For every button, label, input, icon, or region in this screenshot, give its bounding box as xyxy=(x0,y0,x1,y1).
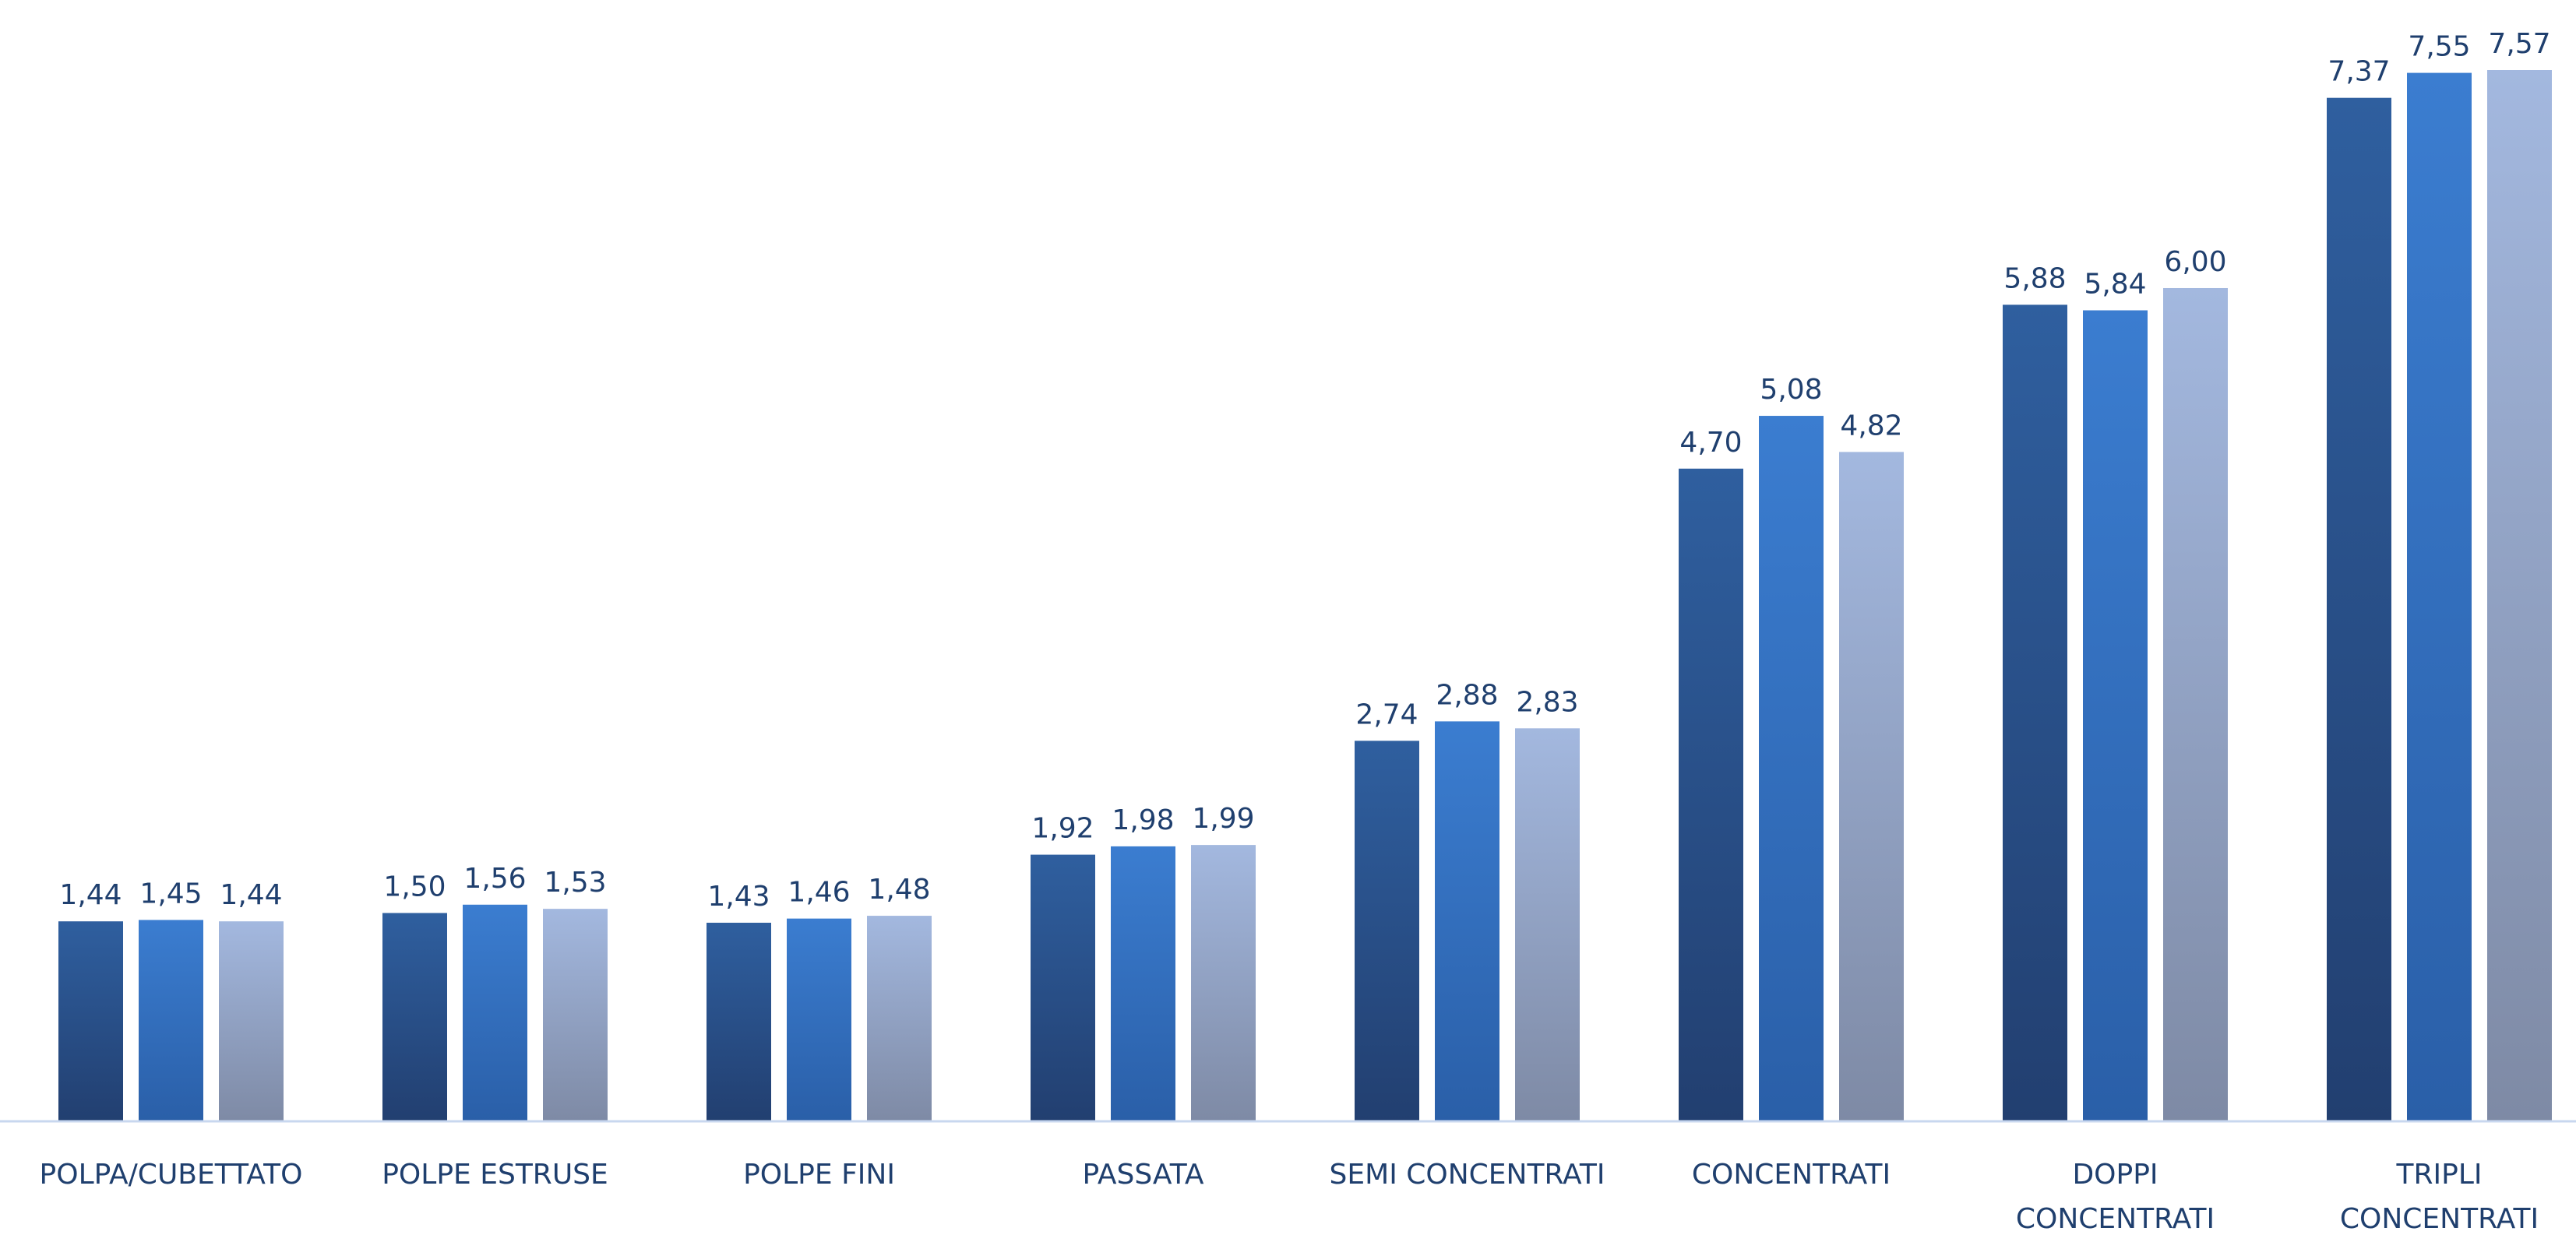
bar-8-series-1 xyxy=(2327,97,2391,1121)
data-label-4-series-2: 1,98 xyxy=(1112,804,1174,836)
bar-3-series-1 xyxy=(707,922,771,1121)
data-label-7-series-1: 5,88 xyxy=(2003,262,2066,294)
category-label-6: CONCENTRATI xyxy=(1692,1159,1891,1191)
category-label-1: POLPA/CUBETTATO xyxy=(40,1159,303,1191)
data-label-8-series-3: 7,57 xyxy=(2488,28,2550,60)
bar-5-series-1 xyxy=(1355,741,1419,1121)
category-label-3: POLPE FINI xyxy=(743,1159,895,1191)
data-label-1-series-3: 1,44 xyxy=(220,879,282,911)
data-label-6-series-2: 5,08 xyxy=(1760,374,1822,406)
bar-4-series-1 xyxy=(1031,854,1095,1121)
data-label-3-series-2: 1,46 xyxy=(788,877,850,909)
data-label-4-series-1: 1,92 xyxy=(1031,813,1094,845)
bar-2-series-2 xyxy=(463,904,527,1121)
bar-5-series-2 xyxy=(1435,721,1499,1121)
category-label-2: POLPE ESTRUSE xyxy=(382,1159,608,1191)
data-label-7-series-3: 6,00 xyxy=(2164,246,2226,278)
data-label-5-series-1: 2,74 xyxy=(1355,698,1418,730)
bar-7-series-2 xyxy=(2083,310,2148,1121)
category-label-4: PASSATA xyxy=(1082,1159,1203,1191)
data-label-1-series-1: 1,44 xyxy=(59,879,122,911)
bar-1-series-1 xyxy=(58,921,123,1121)
data-label-1-series-2: 1,45 xyxy=(139,878,202,910)
category-labels-layer: POLPA/CUBETTATO POLPE ESTRUSE POLPE FINI PA… xyxy=(40,1159,2539,1235)
data-label-3-series-3: 1,48 xyxy=(868,874,930,906)
bar-6-series-3 xyxy=(1839,452,1904,1121)
bar-5-series-3 xyxy=(1515,728,1580,1121)
data-label-2-series-1: 1,50 xyxy=(383,871,446,902)
bar-3-series-3 xyxy=(867,916,932,1121)
category-label-7: DOPPI CONCENTRATI xyxy=(2016,1159,2215,1235)
data-label-3-series-1: 1,43 xyxy=(707,881,770,913)
bar-2-series-1 xyxy=(382,913,447,1121)
data-label-5-series-2: 2,88 xyxy=(1436,679,1498,711)
category-label-8: TRIPLI CONCENTRATI xyxy=(2340,1159,2539,1235)
data-label-5-series-3: 2,83 xyxy=(1516,686,1578,718)
bars-layer xyxy=(58,70,2552,1122)
data-label-7-series-2: 5,84 xyxy=(2084,269,2146,301)
bar-7-series-3 xyxy=(2163,287,2228,1121)
data-label-8-series-2: 7,55 xyxy=(2408,31,2470,63)
data-label-4-series-3: 1,99 xyxy=(1192,803,1254,835)
bar-2-series-3 xyxy=(543,909,608,1121)
bar-4-series-2 xyxy=(1111,846,1175,1121)
data-labels-layer: 1,44 1,45 1,44 1,50 1,56 1,53 1,43 1,46 1,48 1,92… xyxy=(59,28,2550,913)
data-label-2-series-2: 1,56 xyxy=(463,863,526,895)
bar-6-series-1 xyxy=(1679,468,1743,1121)
data-label-6-series-1: 4,70 xyxy=(1679,427,1742,459)
bar-4-series-3 xyxy=(1191,845,1256,1121)
data-label-8-series-1: 7,37 xyxy=(2328,56,2390,88)
category-label-5: SEMI CONCENTRATI xyxy=(1330,1159,1605,1191)
bar-8-series-2 xyxy=(2407,72,2472,1122)
bar-6-series-2 xyxy=(1759,416,1824,1121)
bar-3-series-2 xyxy=(787,918,851,1121)
bar-1-series-3 xyxy=(219,921,284,1121)
data-label-2-series-3: 1,53 xyxy=(544,867,606,899)
bar-8-series-3 xyxy=(2487,70,2552,1121)
bar-7-series-1 xyxy=(2003,304,2067,1121)
bar-1-series-2 xyxy=(139,920,203,1121)
data-label-6-series-3: 4,82 xyxy=(1840,410,1902,442)
